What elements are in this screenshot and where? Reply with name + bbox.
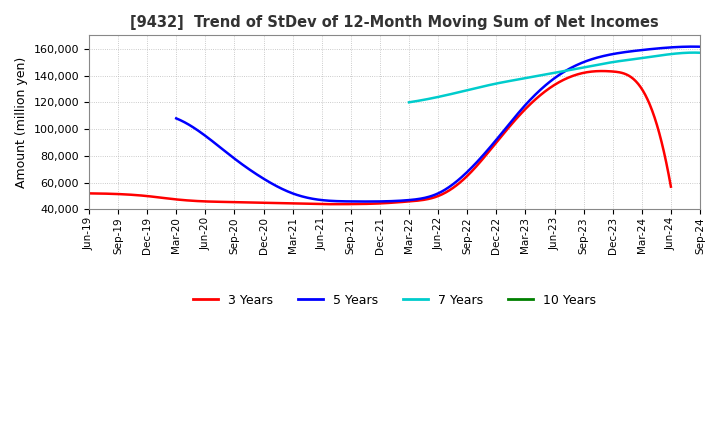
7 Years	[577, 65, 585, 70]
3 Years	[362, 201, 371, 206]
Line: 5 Years: 5 Years	[176, 47, 700, 202]
Line: 7 Years: 7 Years	[409, 53, 700, 103]
5 Years	[422, 195, 431, 200]
7 Years	[690, 50, 698, 55]
3 Years	[330, 202, 339, 207]
7 Years	[405, 99, 414, 105]
Title: [9432]  Trend of StDev of 12-Month Moving Sum of Net Incomes: [9432] Trend of StDev of 12-Month Moving…	[130, 15, 659, 30]
5 Years	[688, 44, 697, 49]
5 Years	[172, 116, 181, 121]
Legend: 3 Years, 5 Years, 7 Years, 10 Years: 3 Years, 5 Years, 7 Years, 10 Years	[188, 289, 601, 312]
3 Years	[598, 68, 606, 73]
Line: 3 Years: 3 Years	[89, 71, 671, 204]
7 Years	[578, 65, 587, 70]
5 Years	[425, 194, 433, 199]
5 Years	[485, 146, 493, 151]
3 Years	[563, 76, 572, 81]
3 Years	[667, 184, 675, 189]
3 Years	[432, 194, 441, 199]
5 Years	[684, 44, 693, 49]
7 Years	[582, 64, 591, 70]
Y-axis label: Amount (million yen): Amount (million yen)	[15, 57, 28, 188]
3 Years	[366, 201, 374, 206]
5 Years	[456, 175, 465, 180]
7 Years	[405, 100, 413, 105]
3 Years	[84, 191, 93, 196]
3 Years	[655, 130, 664, 136]
5 Years	[362, 199, 371, 204]
5 Years	[696, 44, 704, 49]
3 Years	[400, 199, 409, 204]
7 Years	[650, 54, 659, 59]
5 Years	[602, 53, 611, 58]
7 Years	[696, 50, 704, 55]
7 Years	[668, 51, 677, 56]
